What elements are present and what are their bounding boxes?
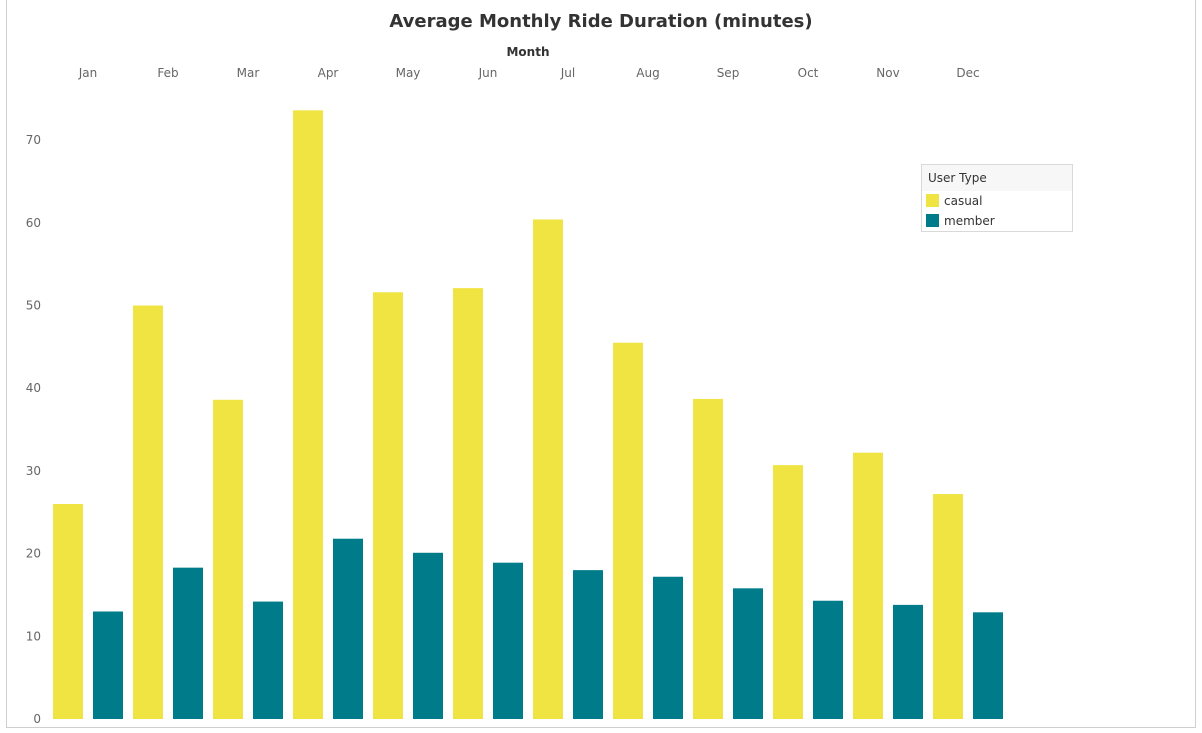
y-tick-label: 40: [26, 381, 41, 395]
bar-casual-apr[interactable]: [293, 110, 323, 719]
x-tick-label-jun: Jun: [478, 66, 498, 80]
x-tick-label-jul: Jul: [560, 66, 575, 80]
x-tick-label-feb: Feb: [157, 66, 178, 80]
bar-member-jan[interactable]: [93, 611, 123, 719]
y-tick-label: 30: [26, 464, 41, 478]
bar-member-jun[interactable]: [493, 562, 523, 719]
bar-casual-jul[interactable]: [533, 219, 563, 719]
bar-member-mar[interactable]: [253, 601, 283, 719]
chart-title: Average Monthly Ride Duration (minutes): [389, 11, 813, 32]
x-tick-label-aug: Aug: [636, 66, 659, 80]
x-tick-label-nov: Nov: [876, 66, 899, 80]
bar-member-jul[interactable]: [573, 570, 603, 719]
bar-casual-dec[interactable]: [933, 494, 963, 719]
x-tick-label-may: May: [396, 66, 421, 80]
bar-casual-sep[interactable]: [693, 398, 723, 719]
bar-member-dec[interactable]: [973, 612, 1003, 719]
x-tick-label-sep: Sep: [717, 66, 740, 80]
x-axis-title: Month: [506, 45, 550, 59]
x-tick-label-dec: Dec: [956, 66, 979, 80]
bar-member-feb[interactable]: [173, 567, 203, 719]
bar-member-oct[interactable]: [813, 600, 843, 719]
y-tick-label: 50: [26, 299, 41, 313]
legend[interactable]: User Type casual member: [921, 164, 1073, 232]
bar-casual-feb[interactable]: [133, 305, 163, 720]
bar-casual-oct[interactable]: [773, 465, 803, 719]
bar-member-apr[interactable]: [333, 538, 363, 719]
legend-label-casual: casual: [944, 194, 983, 208]
x-tick-label-mar: Mar: [237, 66, 260, 80]
y-tick-label: 20: [26, 547, 41, 561]
bar-member-may[interactable]: [413, 552, 443, 719]
bar-casual-jan[interactable]: [53, 503, 83, 719]
legend-item-member[interactable]: member: [922, 211, 1072, 231]
x-tick-label-apr: Apr: [318, 66, 339, 80]
y-tick-label: 60: [26, 216, 41, 230]
legend-label-member: member: [944, 214, 995, 228]
legend-item-casual[interactable]: casual: [922, 191, 1072, 211]
bar-casual-jun[interactable]: [453, 288, 483, 719]
y-tick-label: 10: [26, 629, 41, 643]
legend-title: User Type: [922, 165, 1072, 191]
x-tick-label-jan: Jan: [78, 66, 98, 80]
bar-member-aug[interactable]: [653, 576, 683, 719]
bar-casual-aug[interactable]: [613, 342, 643, 719]
bar-casual-may[interactable]: [373, 292, 403, 719]
bar-casual-mar[interactable]: [213, 399, 243, 719]
y-tick-label: 0: [33, 712, 41, 726]
bar-casual-nov[interactable]: [853, 452, 883, 719]
y-tick-label: 70: [26, 133, 41, 147]
legend-swatch-casual: [926, 194, 939, 207]
legend-swatch-member: [926, 214, 939, 227]
bar-member-sep[interactable]: [733, 588, 763, 719]
x-tick-label-oct: Oct: [798, 66, 819, 80]
chart-frame: [6, 0, 1196, 728]
bar-member-nov[interactable]: [893, 604, 923, 719]
